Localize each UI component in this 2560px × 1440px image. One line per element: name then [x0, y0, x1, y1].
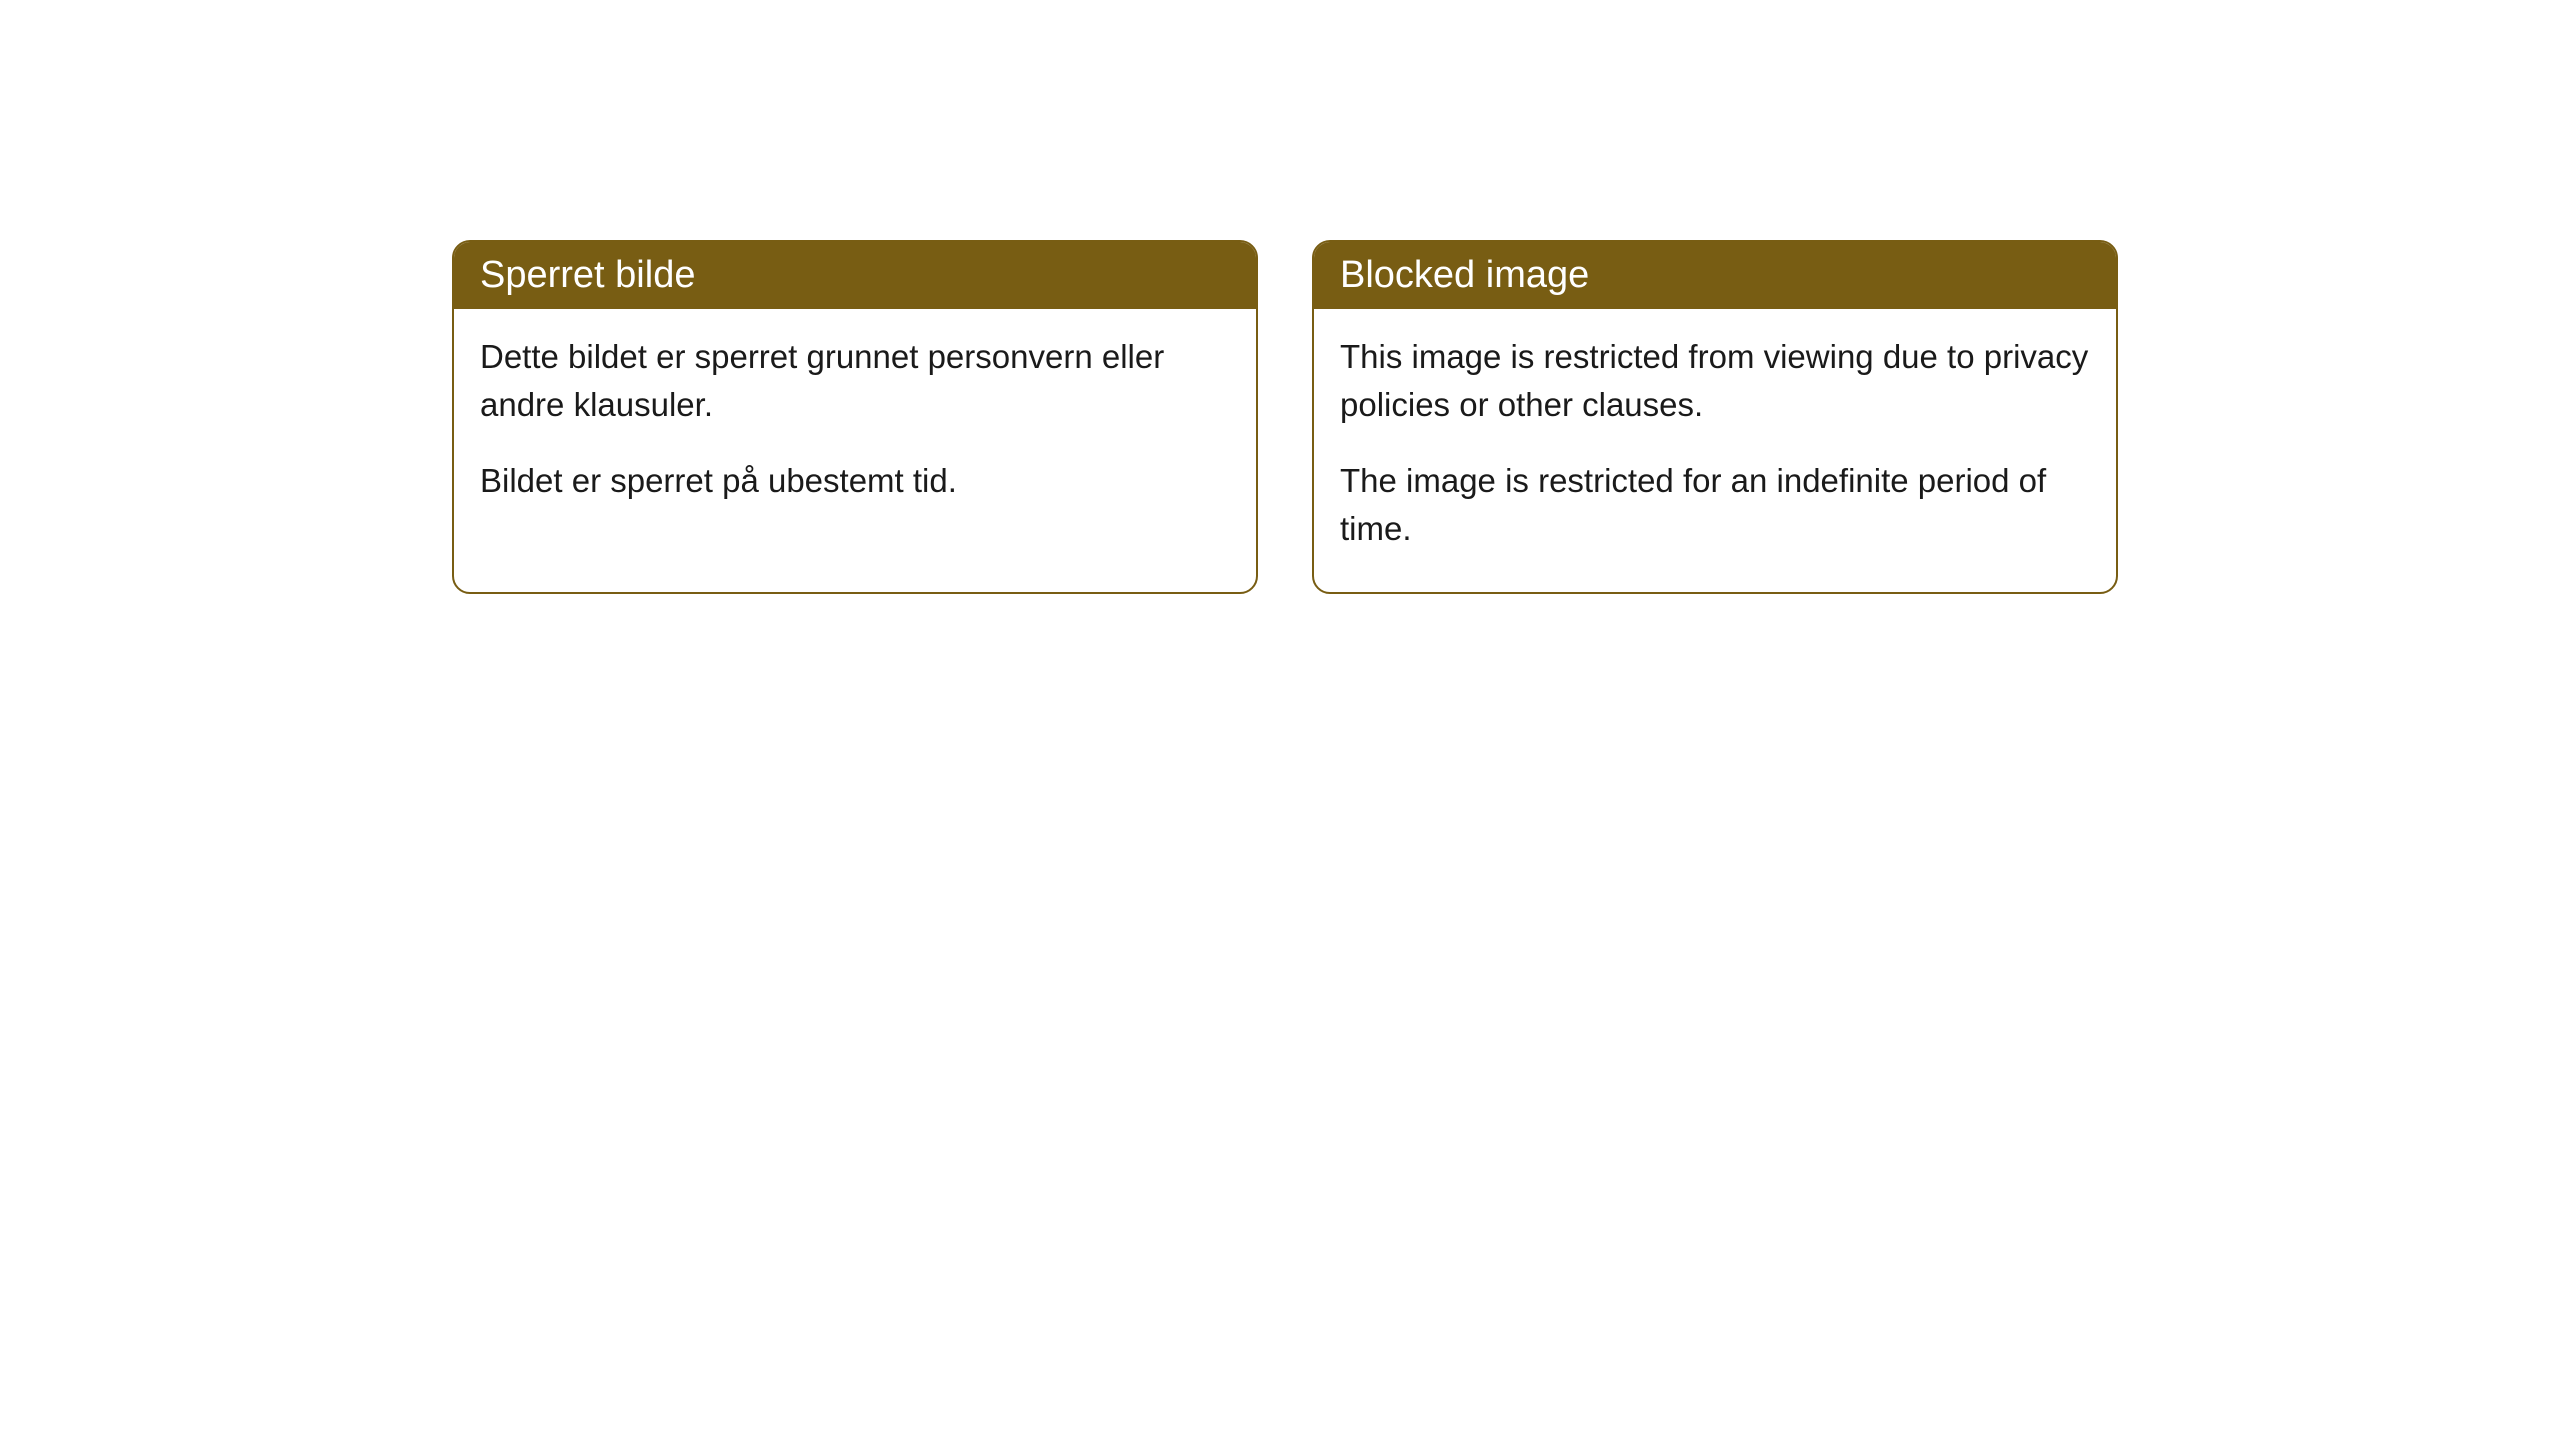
card-body-no: Dette bildet er sperret grunnet personve…: [454, 309, 1256, 545]
card-paragraph-2-en: The image is restricted for an indefinit…: [1340, 457, 2090, 553]
card-body-en: This image is restricted from viewing du…: [1314, 309, 2116, 592]
card-header-no: Sperret bilde: [454, 242, 1256, 309]
cards-container: Sperret bilde Dette bildet er sperret gr…: [452, 240, 2118, 594]
card-header-en: Blocked image: [1314, 242, 2116, 309]
card-paragraph-1-no: Dette bildet er sperret grunnet personve…: [480, 333, 1230, 429]
blocked-image-card-en: Blocked image This image is restricted f…: [1312, 240, 2118, 594]
card-title-en: Blocked image: [1340, 254, 1589, 296]
blocked-image-card-no: Sperret bilde Dette bildet er sperret gr…: [452, 240, 1258, 594]
card-paragraph-1-en: This image is restricted from viewing du…: [1340, 333, 2090, 429]
card-paragraph-2-no: Bildet er sperret på ubestemt tid.: [480, 457, 1230, 505]
card-title-no: Sperret bilde: [480, 254, 695, 296]
